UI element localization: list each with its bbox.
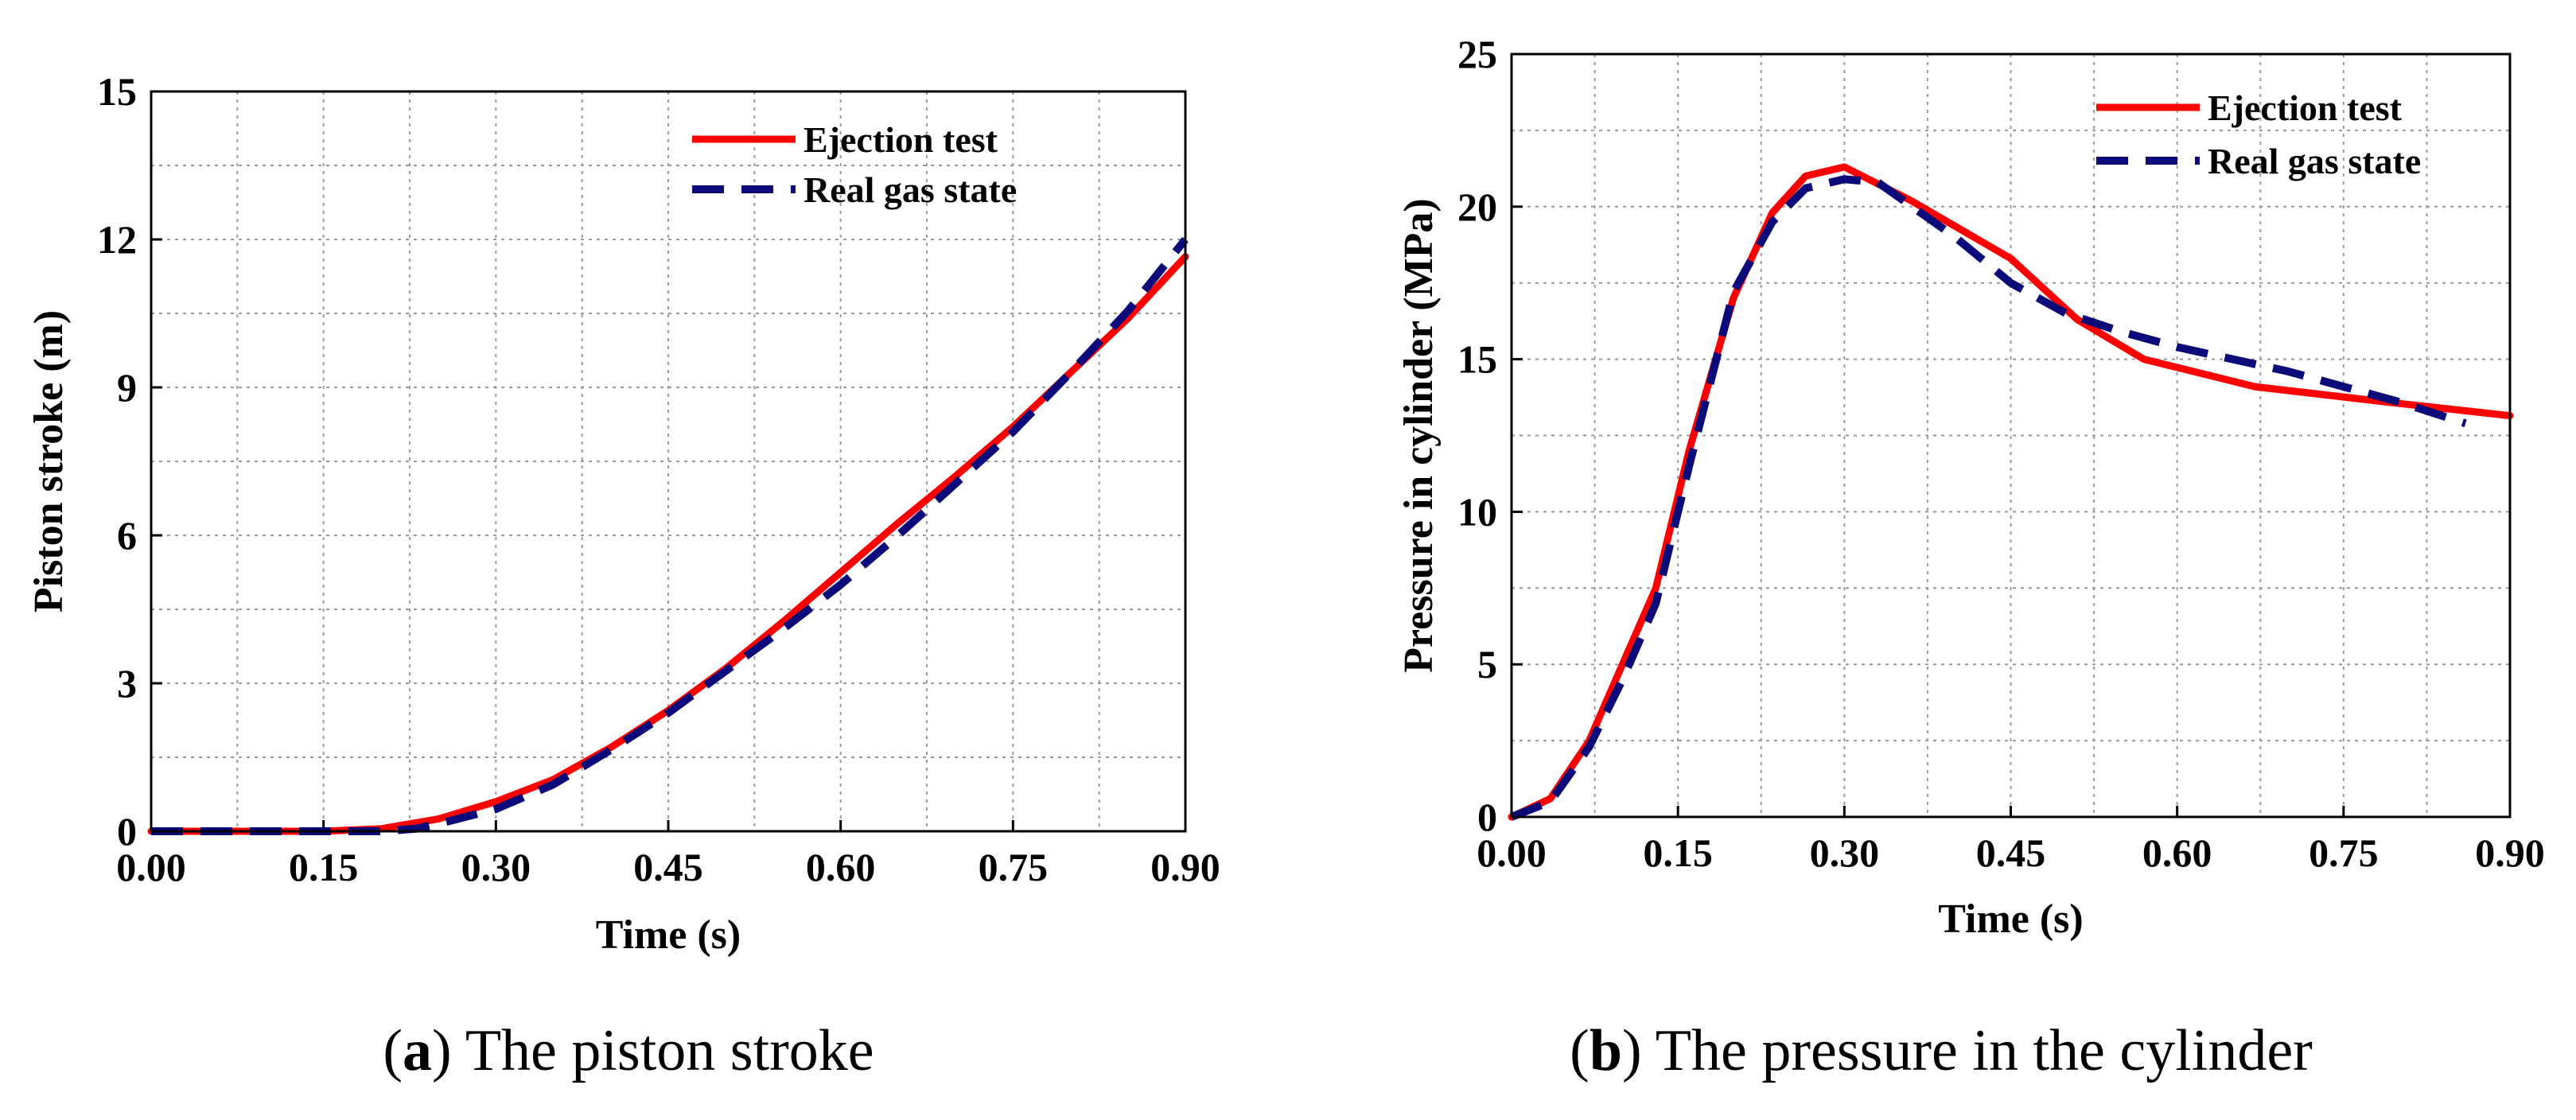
series-line-real-gas-state <box>151 236 1189 835</box>
y-tick-label: 0 <box>1477 795 1497 839</box>
x-tick-label: 0.30 <box>1810 830 1880 875</box>
y-axis-label: Piston stroke (m) <box>26 310 72 612</box>
legend-label: Real gas state <box>804 169 1017 210</box>
caption-paren-close: ) <box>432 1018 465 1083</box>
legend-label: Ejection test <box>2208 88 2403 128</box>
caption-text: The piston stroke <box>465 1018 874 1083</box>
x-tick-label: 0.15 <box>1643 830 1713 875</box>
caption-paren-open: ( <box>1570 1018 1590 1083</box>
y-tick-label: 20 <box>1457 185 1497 229</box>
legend-label: Ejection test <box>804 119 998 160</box>
x-tick-label: 0.00 <box>116 845 186 889</box>
y-tick-label: 3 <box>117 661 137 706</box>
x-tick-label: 0.00 <box>1477 830 1547 875</box>
chart-cylinder-pressure: 0.00 0.15 0.30 0.45 0.60 0.75 0.90 0 5 10 15 20 25 Ti… <box>1396 32 2545 1083</box>
x-tick-label: 0.75 <box>2309 830 2379 875</box>
x-tick-label: 0.15 <box>289 845 359 889</box>
y-tick-label: 9 <box>117 365 137 410</box>
y-tick-label: 25 <box>1457 32 1497 76</box>
figure-caption: (a) The piston stroke <box>383 1018 874 1083</box>
y-tick-label: 0 <box>117 809 137 854</box>
x-tick-label: 0.60 <box>2142 830 2212 875</box>
y-tick-label: 15 <box>1457 337 1497 382</box>
x-tick-label: 0.90 <box>2475 830 2545 875</box>
caption-text: The pressure in the cylinder <box>1656 1018 2313 1083</box>
y-tick-label: 12 <box>97 217 137 262</box>
series-line-ejection-test <box>1508 163 2514 821</box>
legend-label: Real gas state <box>2208 141 2421 181</box>
y-tick-label: 10 <box>1457 489 1497 534</box>
chart-piston-stroke: 0.00 0.15 0.30 0.45 0.60 0.75 0.90 0 3 6 9 12 15 Time… <box>26 69 1220 1083</box>
caption-letter: b <box>1590 1018 1622 1083</box>
x-tick-label: 0.75 <box>979 845 1049 889</box>
plot-frame <box>150 90 1187 833</box>
x-axis-label: Time (s) <box>1938 896 2083 942</box>
x-tick-label: 0.60 <box>806 845 876 889</box>
figure-caption: (b) The pressure in the cylinder <box>1570 1018 2313 1083</box>
y-tick-label: 6 <box>117 513 137 558</box>
x-axis-label: Time (s) <box>596 912 741 958</box>
y-tick-label: 15 <box>97 69 137 114</box>
caption-paren-close: ) <box>1622 1018 1656 1083</box>
x-tick-label: 0.90 <box>1150 845 1220 889</box>
y-tick-label: 5 <box>1477 642 1497 686</box>
caption-letter: a <box>403 1018 432 1083</box>
y-axis-label: Pressure in cylinder (MPa) <box>1396 198 1442 672</box>
x-tick-label: 0.45 <box>1976 830 2046 875</box>
x-tick-label: 0.45 <box>633 845 703 889</box>
plot-frame <box>1510 52 2512 819</box>
caption-paren-open: ( <box>383 1018 403 1083</box>
x-tick-label: 0.30 <box>461 845 531 889</box>
series-line-real-gas-state <box>1510 175 2467 821</box>
